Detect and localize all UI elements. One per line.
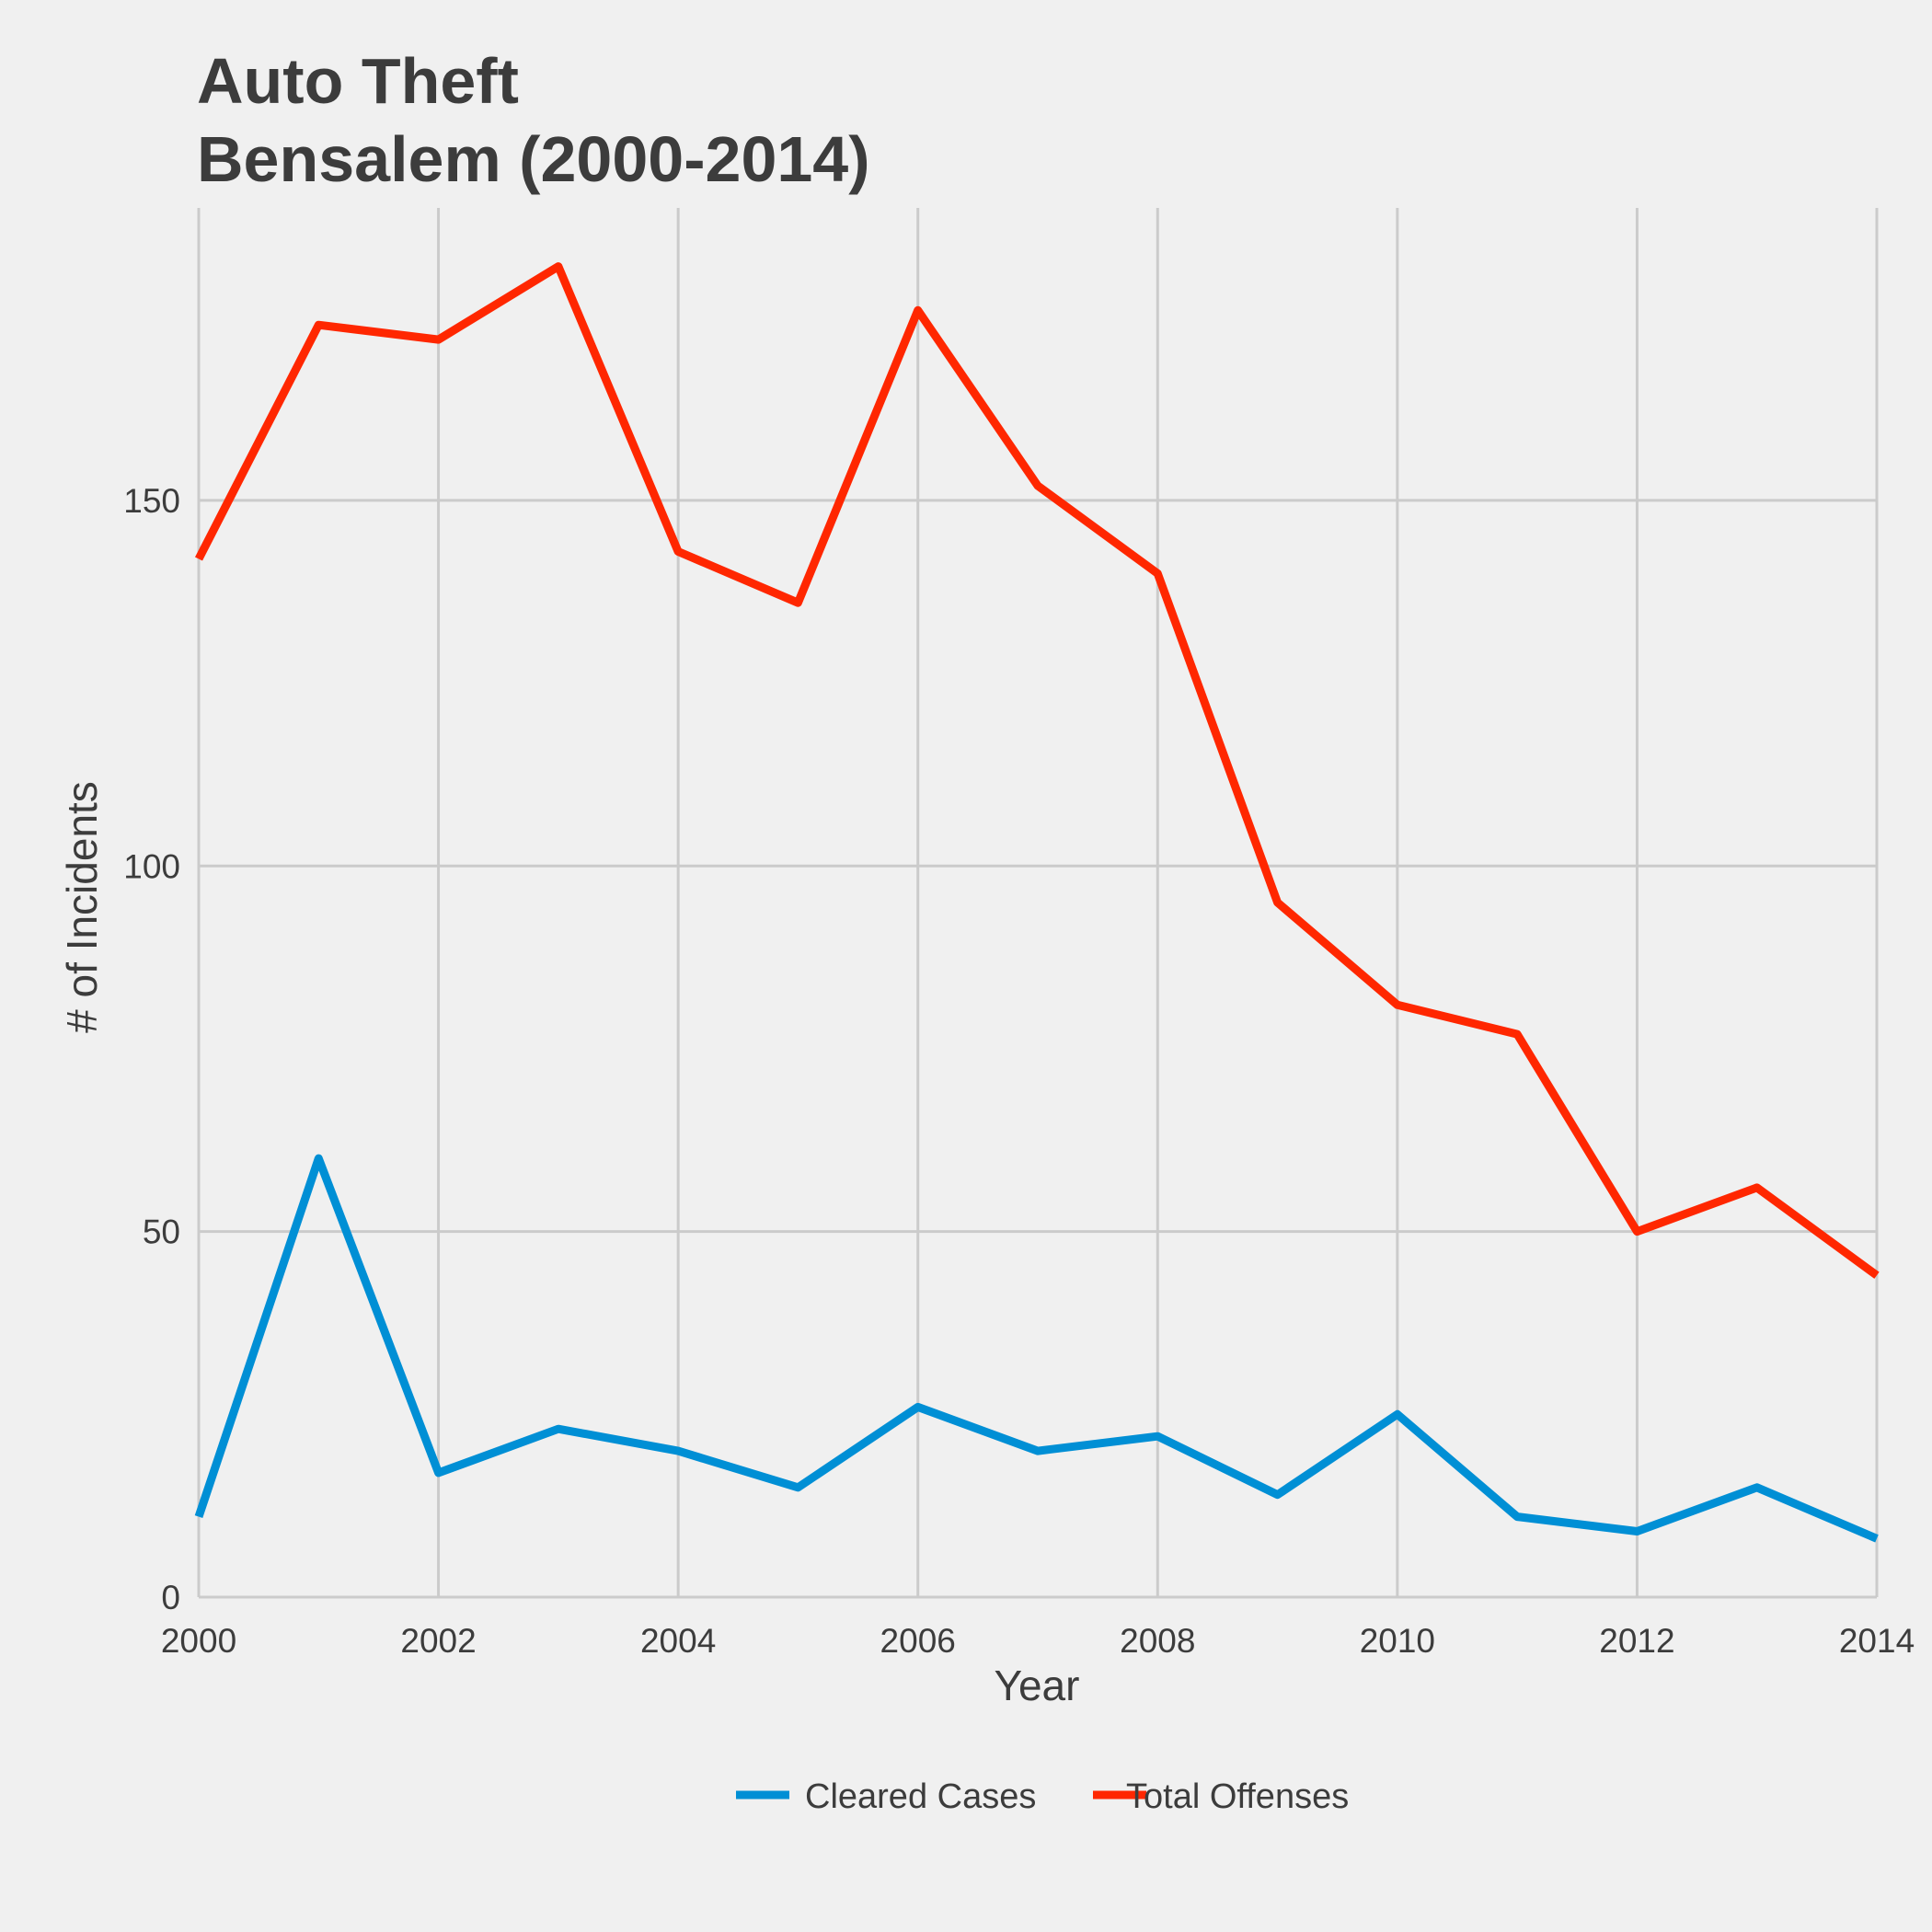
series-line-cleared-cases (194, 1154, 1879, 1543)
x-tick-label: 2012 (1599, 1622, 1674, 1660)
y-tick-label: 150 (123, 482, 180, 520)
x-tick-label: 2000 (161, 1622, 236, 1660)
series-lines (194, 262, 1880, 1543)
tick-labels: 2000 2002 2004 2006 2008 2010 2012 2014 0 50 100 15… (123, 482, 1915, 1660)
x-tick-label: 2008 (1120, 1622, 1195, 1660)
legend-label-cleared-cases: Cleared Cases (805, 1777, 1036, 1816)
x-tick-label: 2006 (880, 1622, 956, 1660)
y-tick-label: 0 (161, 1579, 180, 1616)
chart-title: Auto Theft (197, 45, 519, 117)
y-axis-title: # of Incidents (58, 781, 106, 1033)
legend-label-total-offenses: Total Offenses (1126, 1777, 1349, 1816)
x-tick-label: 2002 (400, 1622, 476, 1660)
y-tick-label: 100 (123, 847, 180, 885)
legend: Cleared Cases Total Offenses (736, 1777, 1349, 1816)
y-tick-label: 50 (143, 1213, 180, 1251)
x-axis-title: Year (995, 1662, 1080, 1709)
x-tick-label: 2004 (640, 1622, 716, 1660)
x-tick-label: 2014 (1839, 1622, 1915, 1660)
x-tick-label: 2010 (1360, 1622, 1435, 1660)
chart-subtitle: Bensalem (2000-2014) (197, 123, 870, 195)
grid (197, 208, 1879, 1599)
series-line-total-offenses (194, 262, 1880, 1279)
